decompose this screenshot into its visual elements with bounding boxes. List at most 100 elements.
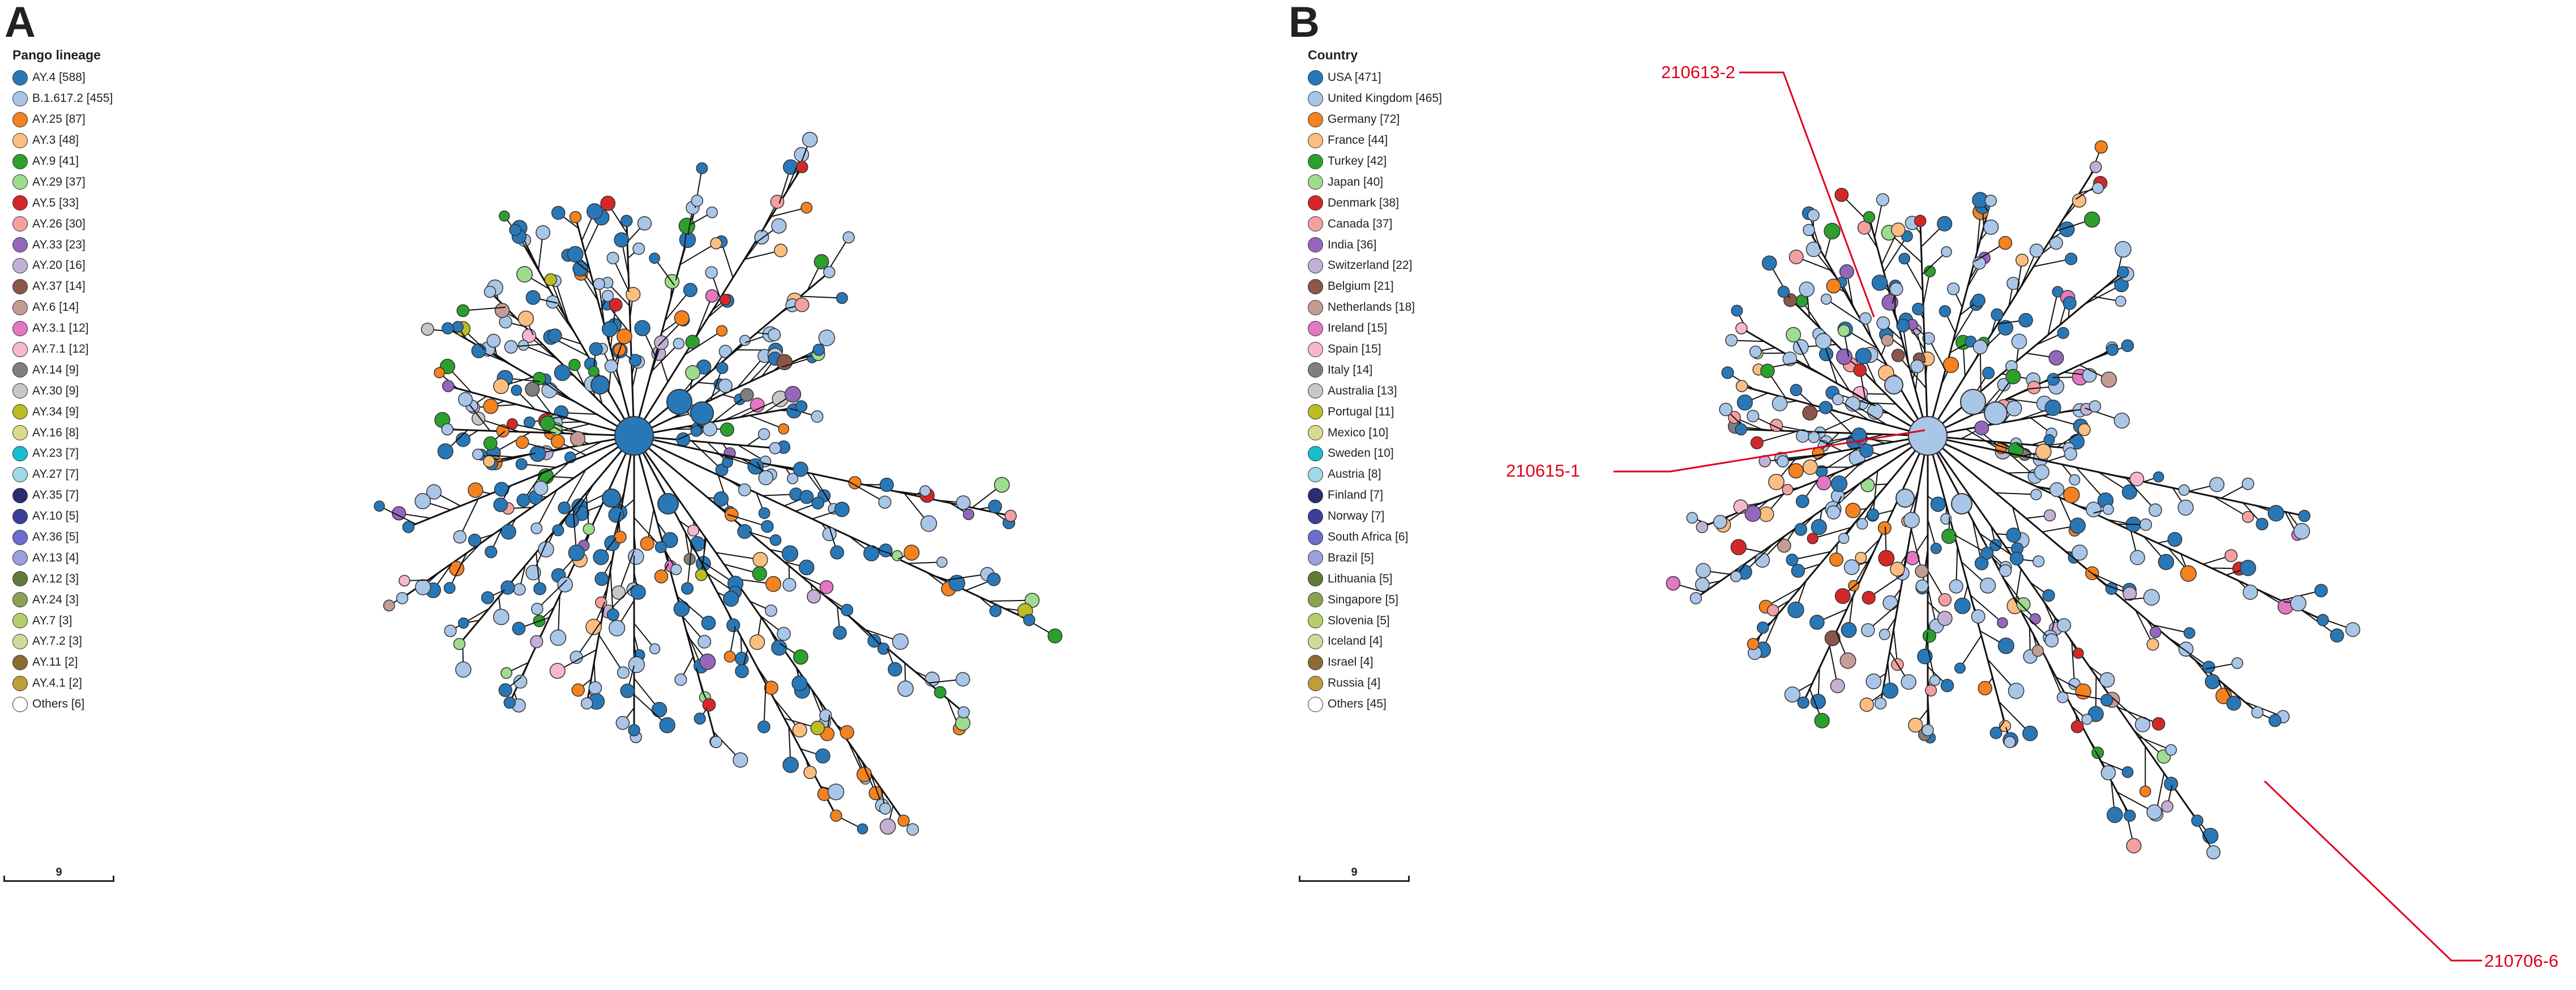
legend-item: Norway [7] [1308,506,1442,527]
legend-item: AY.11 [2] [12,652,113,673]
legend-swatch [1308,70,1323,85]
legend-item: AY.10 [5] [12,506,113,527]
legend-label: Netherlands [18] [1328,301,1415,314]
legend-label: Brazil [5] [1328,551,1374,564]
legend-label: Switzerland [22] [1328,259,1413,272]
legend-label: AY.29 [37] [32,175,85,188]
legend-label: Mexico [10] [1328,426,1389,439]
legend-item: AY.4.1 [2] [12,673,113,694]
legend-item: Germany [72] [1308,109,1442,130]
legend-swatch [12,341,28,357]
legend-swatch [12,132,28,148]
legend-label: AY.7.1 [12] [32,342,89,356]
legend-label: AY.4.1 [2] [32,676,82,690]
legend-item: AY.26 [30] [12,213,113,234]
legend-swatch [1308,592,1323,608]
legend-swatch [12,216,28,232]
legend-swatch [1308,466,1323,482]
legend-swatch [12,383,28,399]
legend-label: AY.3 [48] [32,134,79,147]
legend-item: Mexico [10] [1308,422,1442,443]
legend-item: AY.7.2 [3] [12,631,113,652]
legend-swatch [12,571,28,587]
network-b [1666,140,2360,860]
lineage-legend-items: AY.4 [588] B.1.617.2 [455] AY.25 [87] AY.3 … [12,67,113,715]
panel-a-letter: A [5,0,36,46]
legend-label: Canada [37] [1328,217,1393,230]
legend-label: AY.6 [14] [32,301,79,314]
legend-item: Slovenia [5] [1308,610,1442,631]
lineage-legend-title: Pango lineage [12,48,101,62]
legend-item: Denmark [38] [1308,192,1442,213]
legend-item: Finland [7] [1308,485,1442,506]
legend-swatch [1308,383,1323,399]
legend-swatch [12,91,28,106]
legend-swatch [12,404,28,420]
legend-item: AY.7 [3] [12,610,113,631]
legend-swatch [12,529,28,545]
legend-swatch [12,675,28,691]
legend-item: Japan [40] [1308,172,1442,192]
legend-label: AY.3.1 [12] [32,322,89,335]
legend-swatch [1308,633,1323,649]
callout-label-210706-6: 210706-6 [2484,951,2559,971]
legend-swatch [1308,341,1323,357]
legend-label: AY.33 [23] [32,238,85,251]
legend-label: Finland [7] [1328,488,1384,502]
legend-item: AY.30 [9] [12,380,113,401]
legend-label: AY.14 [9] [32,363,79,376]
legend-swatch [1308,112,1323,127]
legend-label: AY.23 [7] [32,447,79,460]
legend-item: AY.9 [41] [12,151,113,172]
callout-label-210613-2: 210613-2 [1661,62,1736,82]
scale-label-b: 9 [1351,866,1358,878]
legend-swatch [1308,550,1323,566]
country-legend-items: USA [471] United Kingdom [465] Germany [72… [1308,67,1442,715]
legend-item: Lithuania [5] [1308,568,1442,589]
legend-label: USA [471] [1328,71,1381,84]
legend-swatch [12,592,28,608]
legend-item: Israel [4] [1308,652,1442,673]
legend-swatch [12,508,28,524]
legend-item: Switzerland [22] [1308,255,1442,276]
legend-swatch [12,613,28,629]
legend-swatch [12,153,28,169]
legend-swatch [1308,404,1323,420]
legend-label: Turkey [42] [1328,155,1387,168]
legend-swatch [1308,153,1323,169]
legend-item: AY.33 [23] [12,234,113,255]
legend-swatch [1308,362,1323,378]
legend-item: France [44] [1308,130,1442,151]
legend-swatch [1308,174,1323,190]
legend-swatch [12,299,28,315]
legend-item: Australia [13] [1308,380,1442,401]
legend-item: AY.3 [48] [12,130,113,151]
legend-item: AY.34 [9] [12,401,113,422]
legend-swatch [12,112,28,127]
legend-item: Iceland [4] [1308,631,1442,652]
legend-label: AY.24 [3] [32,593,79,606]
legend-swatch [1308,571,1323,587]
legend-swatch [12,195,28,211]
legend-swatch [1308,299,1323,315]
network-a [374,131,1063,836]
legend-label: Russia [4] [1328,676,1381,690]
legend-item: Turkey [42] [1308,151,1442,172]
legend-label: Australia [13] [1328,384,1397,397]
legend-label: AY.4 [588] [32,71,85,84]
legend-label: Sweden [10] [1328,447,1394,460]
legend-label: Slovenia [5] [1328,614,1390,627]
scale-label-a: 9 [55,866,62,878]
callout-label-210615-1: 210615-1 [1506,461,1581,481]
legend-label: AY.10 [5] [32,509,79,523]
legend-label: AY.7 [3] [32,614,72,627]
legend-item: B.1.617.2 [455] [12,88,113,109]
legend-label: AY.9 [41] [32,155,79,168]
legend-label: Germany [72] [1328,113,1400,126]
legend-swatch [1308,425,1323,441]
legend-label: AY.35 [7] [32,488,79,502]
scale-bar-a: 9 [3,866,114,882]
legend-swatch [12,445,28,461]
legend-swatch [1308,654,1323,670]
legend-swatch [1308,237,1323,253]
